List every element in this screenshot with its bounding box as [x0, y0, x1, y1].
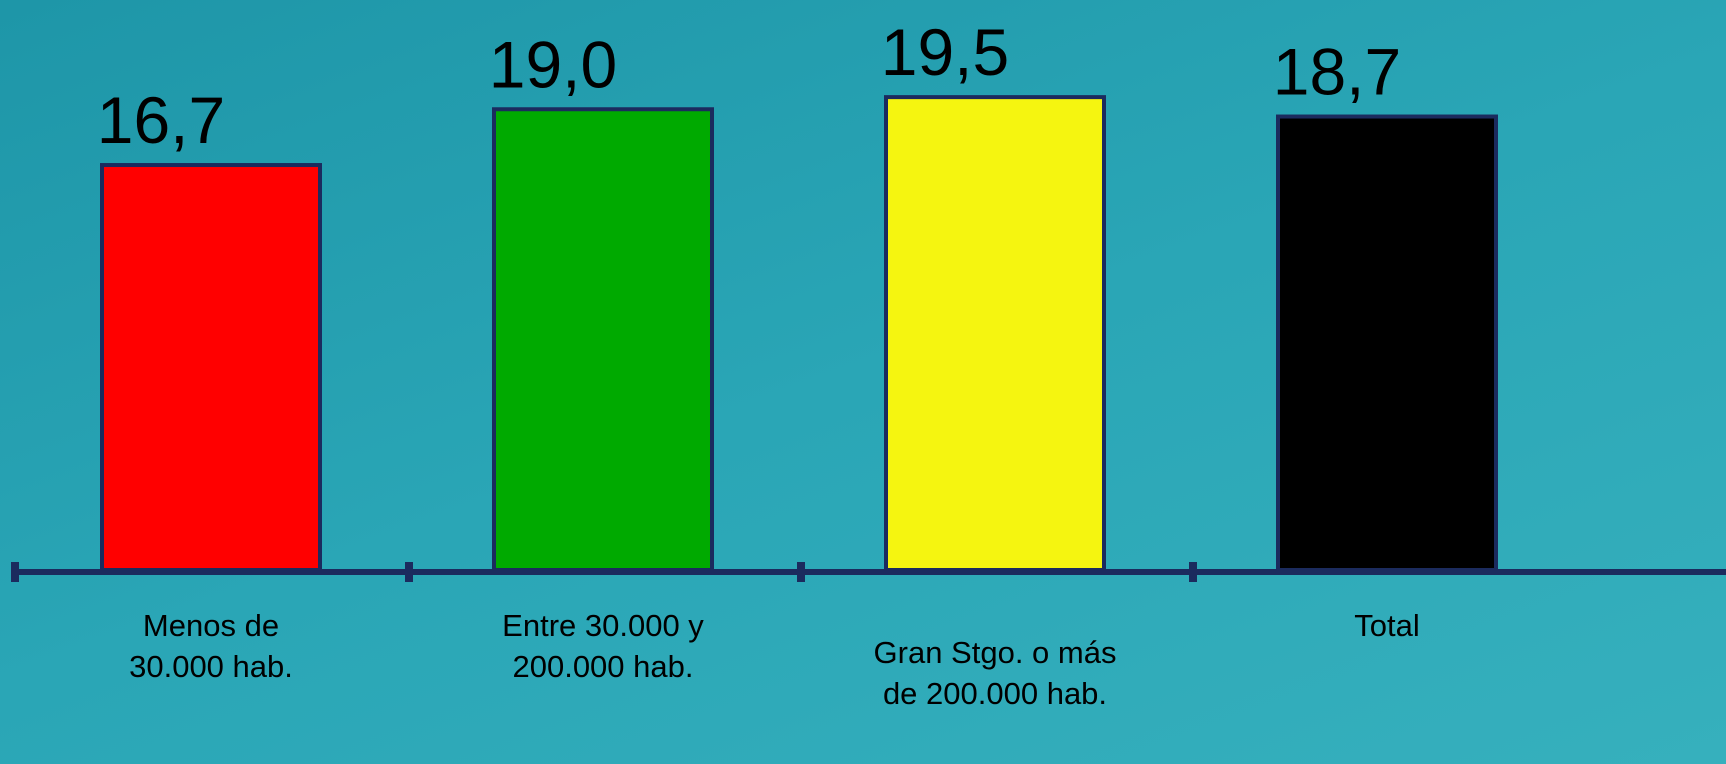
value-label: 16,7 — [97, 83, 225, 157]
value-label: 19,0 — [489, 27, 617, 101]
bar — [1276, 114, 1498, 573]
bar — [492, 107, 714, 572]
bar — [100, 163, 322, 572]
x-tick-label: Menos de 30.000 hab. — [129, 608, 293, 684]
x-tick-label: Entre 30.000 y 200.000 hab. — [502, 608, 704, 684]
x-tick-label: Total — [1354, 608, 1420, 643]
value-label: 18,7 — [1273, 35, 1401, 109]
x-tick-label: Gran Stgo. o más de 200.000 hab. — [873, 635, 1117, 711]
value-label: 19,5 — [881, 15, 1009, 89]
bar — [884, 95, 1106, 572]
